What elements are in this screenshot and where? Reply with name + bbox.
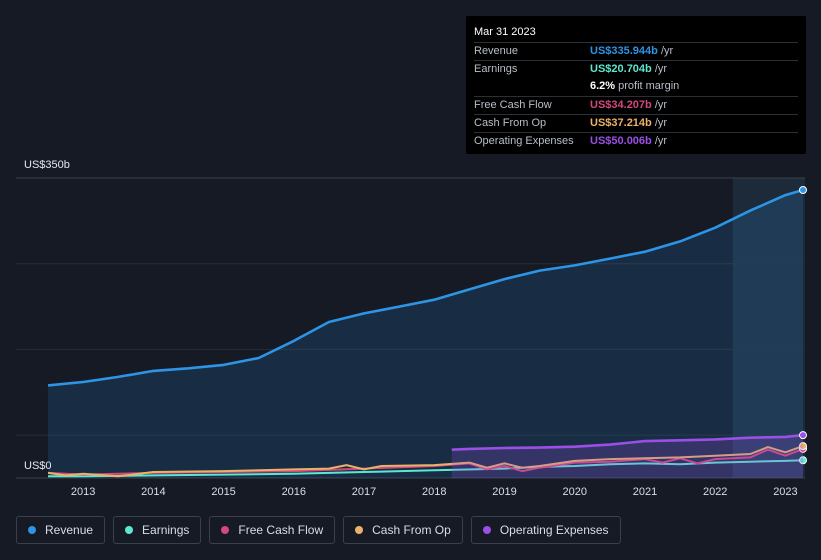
tooltip-value: US$37.214b (590, 116, 652, 129)
legend-item-revenue[interactable]: Revenue (16, 516, 106, 544)
chart-legend: Revenue Earnings Free Cash Flow Cash Fro… (16, 516, 629, 544)
y-axis-zero-label: US$0 (24, 460, 52, 472)
area-operating-expenses (451, 435, 803, 478)
chart-tooltip: Mar 31 2023 Revenue US$335.944b /yr Earn… (466, 16, 806, 154)
tooltip-row-earnings: Earnings US$20.704b /yr (474, 61, 798, 78)
y-axis-top-label: US$350b (24, 159, 70, 171)
tooltip-row-cash-from-op: Cash From Op US$37.214b /yr (474, 115, 798, 133)
tooltip-value: US$34.207b (590, 98, 652, 111)
tooltip-row-revenue: Revenue US$335.944b /yr (474, 43, 798, 62)
tooltip-row-free-cash-flow: Free Cash Flow US$34.207b /yr (474, 97, 798, 115)
line-revenue (47, 188, 804, 387)
x-tick-label: 2016 (282, 486, 306, 498)
x-tick-label: 2014 (141, 486, 165, 498)
tooltip-row-profit-margin: 6.2% profit margin (474, 78, 798, 97)
legend-dot-icon (28, 526, 36, 534)
tooltip-unit: /yr (657, 45, 674, 57)
legend-label: Free Cash Flow (238, 523, 324, 537)
line-cash-from-op (47, 445, 804, 478)
legend-label: Revenue (45, 523, 94, 537)
legend-item-operating-expenses[interactable]: Operating Expenses (470, 516, 621, 544)
x-tick-label: 2018 (422, 486, 446, 498)
tooltip-label: Earnings (474, 63, 518, 76)
endpoint-revenue (799, 186, 807, 194)
tooltip-unit: profit margin (615, 80, 680, 93)
legend-dot-icon (355, 526, 364, 534)
area-revenue (48, 190, 803, 478)
legend-label: Earnings (142, 523, 190, 537)
legend-item-cash-from-op[interactable]: Cash From Op (343, 516, 463, 544)
x-tick-label: 2020 (563, 486, 587, 498)
legend-dot-icon (221, 526, 230, 534)
legend-label: Operating Expenses (499, 523, 609, 537)
x-tick-label: 2015 (211, 486, 235, 498)
x-tick-label: 2013 (71, 486, 95, 498)
legend-dot-icon (482, 526, 491, 534)
tooltip-value: 6.2% (590, 80, 616, 93)
x-tick-label: 2019 (492, 486, 516, 498)
x-tick-label: 2022 (703, 486, 727, 498)
tooltip-value: US$50.006b (590, 134, 652, 147)
tooltip-date: Mar 31 2023 (474, 22, 798, 43)
chart-series (47, 186, 807, 478)
x-tick-label: 2023 (773, 486, 797, 498)
endpoint-cash-from-op (799, 442, 807, 451)
x-tick-label: 2017 (352, 486, 376, 498)
tooltip-unit: /yr (651, 63, 668, 76)
legend-dot-icon (125, 526, 134, 534)
x-tick-label: 2021 (633, 486, 657, 498)
legend-label: Cash From Op (372, 523, 451, 537)
tooltip-unit: /yr (651, 116, 668, 129)
x-axis: 2013 2014 2015 2016 2017 2018 2019 2020 2021 2022… (71, 486, 798, 498)
tooltip-unit: /yr (651, 134, 668, 147)
endpoint-earnings (799, 456, 807, 465)
tooltip-label: Free Cash Flow (474, 98, 552, 111)
line-operating-expenses (451, 433, 804, 451)
tooltip-label: Cash From Op (474, 116, 547, 129)
line-free-cash-flow (47, 447, 804, 476)
legend-item-earnings[interactable]: Earnings (113, 516, 202, 544)
tooltip-label: Revenue (474, 45, 519, 57)
tooltip-label (474, 78, 590, 95)
highlight-band (732, 178, 805, 478)
chart-gridlines (16, 177, 805, 479)
tooltip-unit: /yr (651, 98, 668, 111)
legend-item-free-cash-flow[interactable]: Free Cash Flow (209, 516, 336, 544)
endpoint-operating-expenses (799, 431, 807, 440)
tooltip-row-operating-expenses: Operating Expenses US$50.006b /yr (474, 133, 798, 150)
tooltip-value: US$20.704b (590, 63, 652, 76)
tooltip-label: Operating Expenses (474, 134, 574, 147)
tooltip-value: US$335.944b (590, 45, 658, 57)
